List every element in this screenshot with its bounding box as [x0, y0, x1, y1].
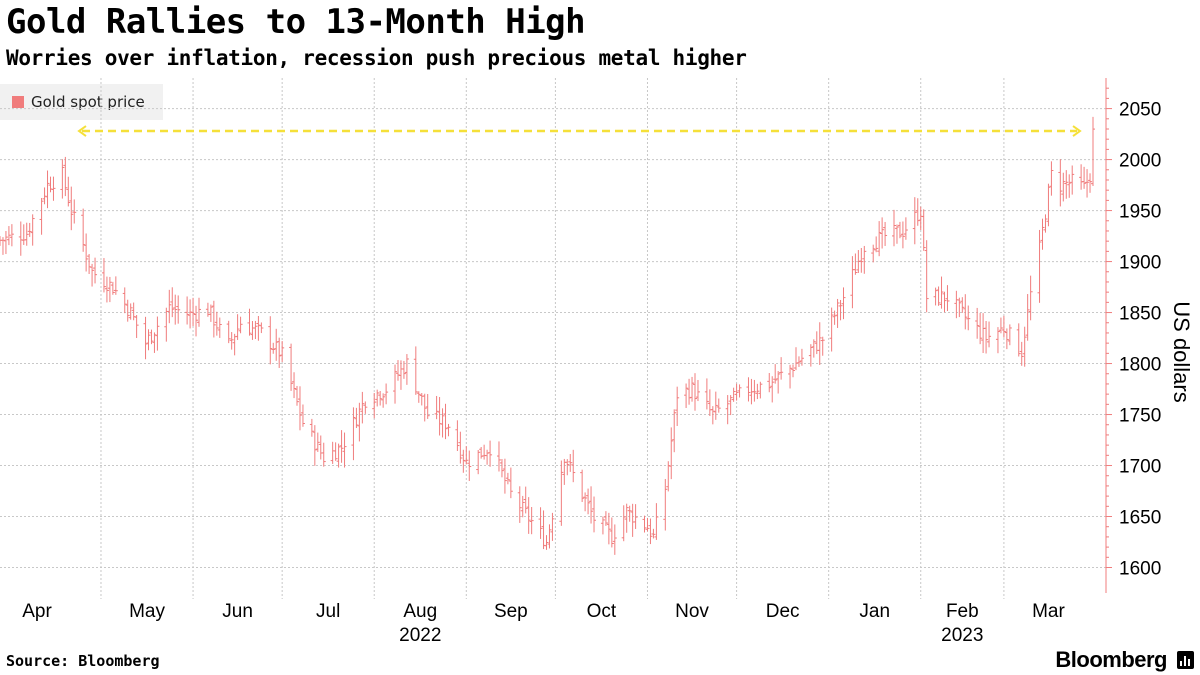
x-tick-label: Apr: [22, 601, 52, 622]
chart-legend: Gold spot price: [0, 84, 163, 120]
legend-swatch: [12, 96, 24, 108]
x-tick-label: Feb: [946, 601, 979, 622]
x-tick-label: Sep: [494, 601, 528, 622]
x-tick-label: Mar: [1032, 601, 1065, 622]
y-tick-label: 1750: [1119, 406, 1161, 427]
bloomberg-logo: Bloomberg: [1055, 647, 1167, 672]
y-tick-label: 2050: [1119, 100, 1161, 121]
price-series: [0, 116, 1095, 555]
x-tick-label: Jan: [859, 601, 890, 622]
y-tick-label: 1800: [1119, 355, 1161, 376]
annotation-layer: [77, 125, 1082, 137]
x-year-label: 2022: [399, 625, 441, 646]
x-tick-label: May: [129, 601, 165, 622]
x-tick-label: Nov: [675, 601, 709, 622]
y-tick-label: 1850: [1119, 304, 1161, 325]
x-year-label: 2023: [941, 625, 983, 646]
y-tick-label: 1650: [1119, 508, 1161, 529]
x-tick-label: Dec: [766, 601, 800, 622]
high-level-arrow-right: [1072, 125, 1082, 137]
y-tick-label: 2000: [1119, 151, 1161, 172]
chart-subtitle: Worries over inflation, recession push p…: [6, 46, 747, 70]
y-tick-label: 1950: [1119, 202, 1161, 223]
x-axis: Apr May Jun Jul Aug 2022 Sep Oct Nov Dec Jan Feb 202…: [22, 601, 1065, 646]
x-tick-label: Jul: [316, 601, 340, 622]
high-level-arrow-left: [77, 125, 87, 137]
bloomberg-chart-icon: [1177, 651, 1194, 669]
x-tick-label: Aug: [403, 601, 437, 622]
grid-layer: [0, 78, 1106, 599]
y-tick-label: 1900: [1119, 253, 1161, 274]
x-tick-label: Oct: [587, 601, 617, 622]
legend-label: Gold spot price: [31, 93, 145, 111]
y-tick-label: 1600: [1119, 559, 1161, 580]
y-axis: 1600 1650 1700 1750 1800 1850 1900 1950 2000 2050: [1105, 78, 1161, 593]
chart-title: Gold Rallies to 13-Month High: [6, 2, 586, 42]
y-axis-label: US dollars: [1169, 301, 1194, 402]
source-note: Source: Bloomberg: [6, 652, 160, 670]
y-tick-label: 1700: [1119, 457, 1161, 478]
x-tick-label: Jun: [222, 601, 253, 622]
